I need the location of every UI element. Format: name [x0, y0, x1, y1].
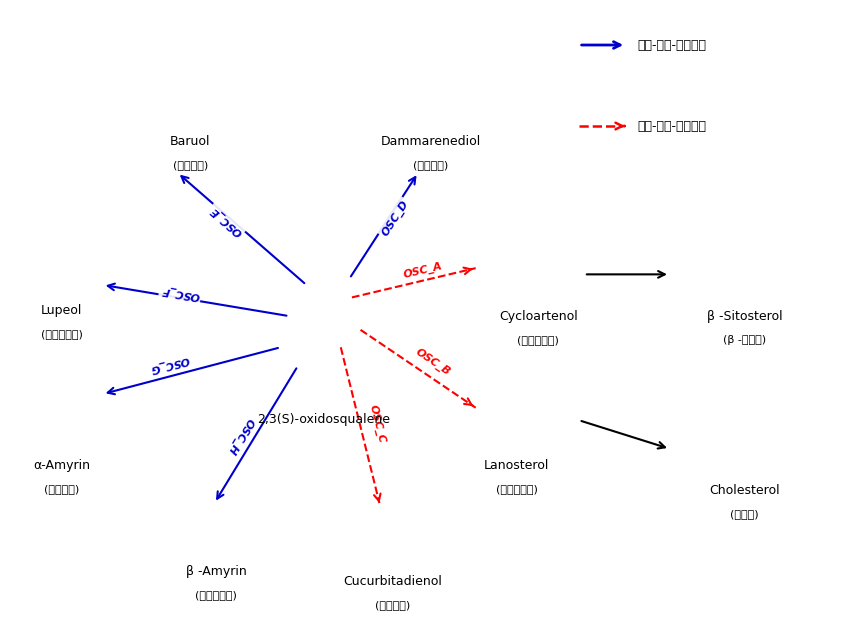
- Text: (达玛烷型): (达玛烷型): [413, 160, 448, 170]
- Text: (葛芦烷型): (葛芦烷型): [375, 600, 410, 610]
- Text: OSC_A: OSC_A: [401, 261, 443, 280]
- Text: Cycloartenol: Cycloartenol: [499, 310, 577, 323]
- Text: Cholesterol: Cholesterol: [709, 485, 779, 498]
- Text: 椅式-船式-椅式环合: 椅式-船式-椅式环合: [636, 120, 705, 133]
- Text: (胆固醇): (胆固醇): [729, 510, 758, 520]
- Text: OSC_E: OSC_E: [208, 204, 245, 237]
- Text: OSC_G: OSC_G: [148, 354, 189, 374]
- Text: α-Amyrin: α-Amyrin: [33, 459, 90, 473]
- Text: OSC_F: OSC_F: [160, 285, 200, 301]
- Text: OSC_C: OSC_C: [368, 404, 387, 444]
- Text: Lupeol: Lupeol: [40, 304, 82, 317]
- Text: (环阿吩烷型): (环阿吩烷型): [517, 335, 559, 345]
- Text: (羽扇豆烷型): (羽扇豆烷型): [40, 329, 83, 339]
- Text: Cucurbitadienol: Cucurbitadienol: [343, 575, 441, 588]
- Text: (齐敝果烷型): (齐敝果烷型): [195, 590, 237, 600]
- Text: 椅式-椅式-椅式环合: 椅式-椅式-椅式环合: [636, 39, 705, 51]
- Text: Baruol: Baruol: [170, 135, 210, 148]
- Text: (巴查烷型): (巴查烷型): [172, 160, 208, 170]
- Text: Dammarenediol: Dammarenediol: [381, 135, 480, 148]
- Text: (β -谷甮醇): (β -谷甮醇): [722, 335, 765, 345]
- Text: 2,3(S)-oxidosqualene: 2,3(S)-oxidosqualene: [257, 413, 390, 426]
- Text: β -Amyrin: β -Amyrin: [186, 565, 246, 578]
- Text: (乌苏烷型): (乌苏烷型): [44, 485, 79, 495]
- Text: β -Sitosterol: β -Sitosterol: [706, 310, 782, 323]
- Text: (羊毛甸烷型): (羊毛甸烷型): [495, 485, 537, 495]
- Text: OSC_B: OSC_B: [413, 346, 451, 377]
- Text: OSC_D: OSC_D: [379, 198, 410, 238]
- Text: OSC_H: OSC_H: [225, 416, 255, 456]
- Text: Lanosterol: Lanosterol: [484, 459, 549, 473]
